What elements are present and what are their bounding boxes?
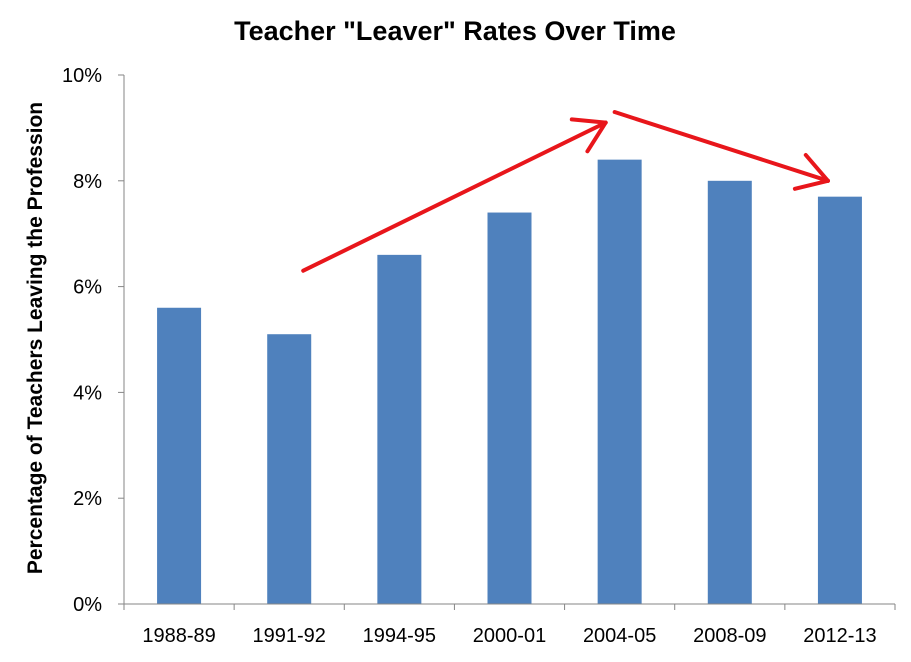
x-tick-label: 2012-13 <box>803 625 876 647</box>
annotation-arrow-1 <box>301 117 608 273</box>
y-tick-label: 0% <box>73 594 102 616</box>
bar-2008-09 <box>707 180 752 605</box>
x-tick-label: 1988-89 <box>142 625 215 647</box>
bars-layer <box>157 159 862 605</box>
bar-1991-92 <box>267 334 312 604</box>
bar-2000-01 <box>487 212 532 605</box>
y-tick-label: 10% <box>62 65 102 87</box>
y-tick-label: 8% <box>73 171 102 193</box>
y-axis-label: Percentage of Teachers Leaving the Profe… <box>24 102 47 574</box>
annotation-arrow-2 <box>612 110 830 191</box>
x-tick-label: 2004-05 <box>583 625 656 647</box>
x-tick-label: 1994-95 <box>363 625 436 647</box>
x-tick-label: 2008-09 <box>693 625 766 647</box>
annotations-layer <box>301 110 830 273</box>
axes-layer <box>118 74 896 610</box>
x-tick-label: 1991-92 <box>253 625 326 647</box>
y-tick-label: 2% <box>73 488 102 510</box>
y-tick-label: 6% <box>73 277 102 299</box>
bar-1994-95 <box>377 254 422 605</box>
bar-2012-13 <box>817 196 862 605</box>
bar-2004-05 <box>597 159 642 604</box>
bar-1988-89 <box>157 307 202 604</box>
x-tick-label: 2000-01 <box>473 625 546 647</box>
chart-title: Teacher "Leaver" Rates Over Time <box>234 16 676 46</box>
y-tick-label: 4% <box>73 382 102 404</box>
tick-labels-layer: 0% 2% 4% 6% 8% 10% 1988-89 1991-92 1994-95 2000-0… <box>62 65 877 647</box>
